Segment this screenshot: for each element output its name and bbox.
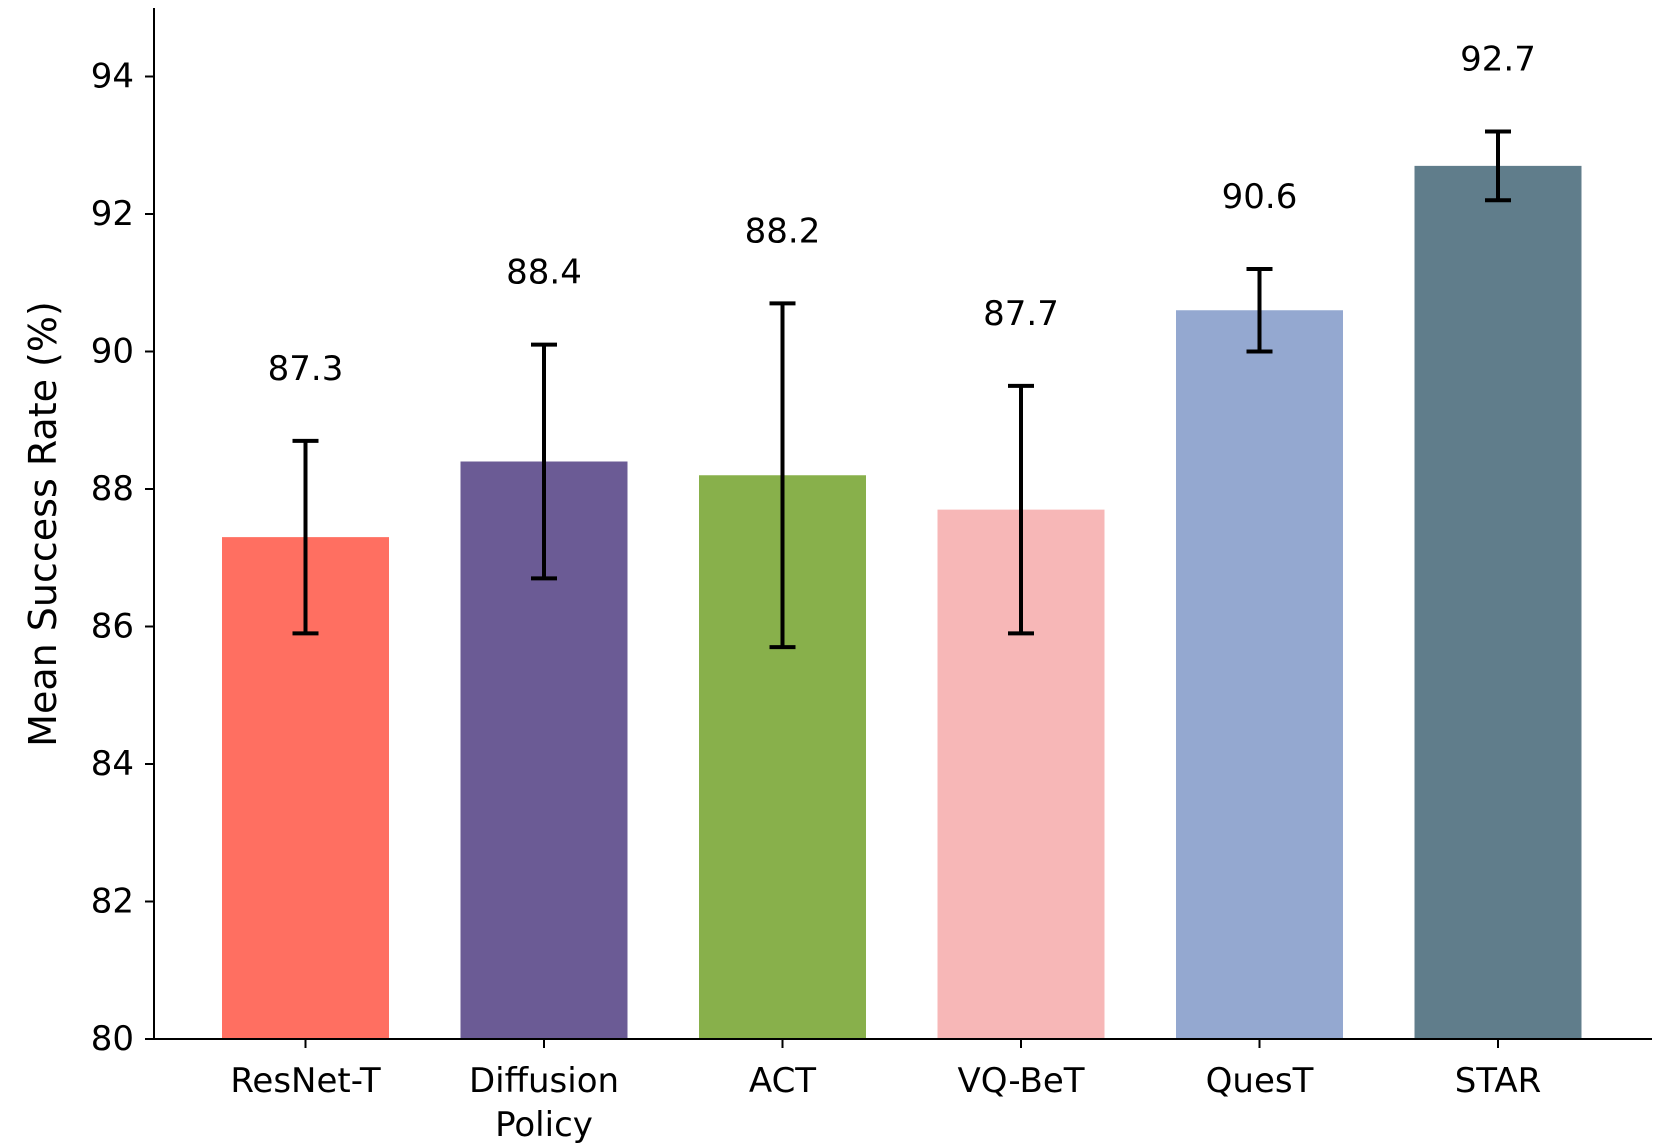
y-tick-label: 80 (91, 1019, 134, 1059)
x-tick-label: QuesT (1206, 1061, 1314, 1101)
y-tick-label: 94 (91, 57, 134, 97)
bar-star (1414, 165, 1582, 1039)
bars-group (222, 165, 1582, 1039)
value-label: 88.2 (745, 211, 821, 251)
error-bar (1246, 267, 1273, 354)
y-ticks-group: 80 82 84 86 88 90 92 94 (91, 57, 154, 1059)
error-bars-group (292, 129, 1511, 650)
error-bar (292, 438, 319, 636)
axes-group (153, 8, 1652, 1040)
value-label: 88.4 (506, 253, 582, 293)
x-tick-label: ACT (749, 1061, 816, 1101)
y-tick-label: 86 (91, 607, 134, 647)
y-tick-label: 92 (91, 194, 134, 234)
bar-quest (1176, 310, 1343, 1039)
y-tick-label: 88 (91, 469, 134, 509)
x-tick-label: STAR (1455, 1061, 1542, 1101)
y-tick-label: 82 (91, 882, 134, 922)
error-bar (769, 301, 796, 650)
error-bar (1485, 129, 1511, 203)
error-bar (531, 342, 557, 581)
x-tick-label: ResNet-T (230, 1061, 381, 1101)
value-label: 92.7 (1460, 40, 1536, 80)
x-ticks-group: ResNet-T Diffusion Policy ACT VQ-BeT QuesT STA… (230, 1039, 1541, 1145)
error-bar (1008, 383, 1034, 636)
x-tick-label: Diffusion Policy (469, 1061, 619, 1145)
value-labels-group: 87.3 88.4 88.2 87.7 90.6 92.7 (268, 40, 1536, 389)
y-tick-label: 84 (91, 744, 134, 784)
value-label: 90.6 (1222, 177, 1298, 217)
y-tick-label: 90 (91, 332, 134, 372)
y-axis-label: Mean Success Rate (%) (21, 301, 65, 747)
x-tick-label: VQ-BeT (957, 1061, 1084, 1101)
value-label: 87.3 (268, 349, 344, 389)
value-label: 87.7 (983, 294, 1059, 334)
